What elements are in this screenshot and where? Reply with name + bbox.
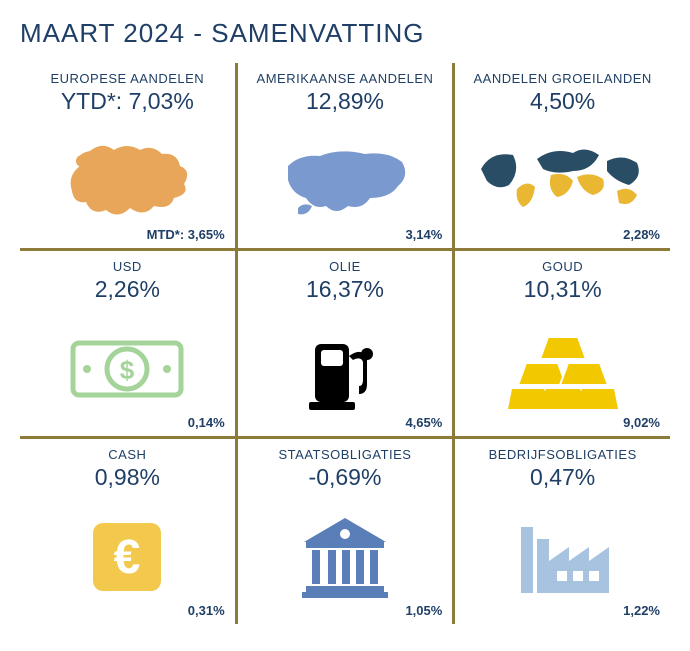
cell-main-number: 12,89% bbox=[306, 88, 384, 114]
summary-cell: OLIE 16,37% 4,65% bbox=[238, 251, 453, 436]
cell-footer-value: 0,14% bbox=[188, 415, 225, 430]
cell-footer-value: 9,02% bbox=[623, 415, 660, 430]
cell-main-number: 16,37% bbox=[306, 276, 384, 302]
euro-icon: € bbox=[28, 493, 227, 620]
cell-footer-number: 1,05% bbox=[405, 603, 442, 618]
cell-main-value: -0,69% bbox=[309, 464, 382, 491]
cell-label: CASH bbox=[108, 447, 146, 462]
cell-footer-number: 0,31% bbox=[188, 603, 225, 618]
cell-main-prefix: YTD*: bbox=[61, 88, 129, 114]
summary-cell: CASH 0,98% € 0,31% bbox=[20, 439, 235, 624]
usa-icon bbox=[246, 117, 445, 244]
dollar-icon: $ bbox=[28, 305, 227, 432]
world-icon bbox=[463, 117, 662, 244]
bank-icon bbox=[246, 493, 445, 620]
cell-main-number: -0,69% bbox=[309, 464, 382, 490]
cell-footer-number: 1,22% bbox=[623, 603, 660, 618]
summary-grid: EUROPESE AANDELEN YTD*: 7,03% MTD*: 3,65%… bbox=[20, 63, 670, 624]
cell-footer-value: 0,31% bbox=[188, 603, 225, 618]
cell-label: EUROPESE AANDELEN bbox=[50, 71, 204, 86]
cell-main-value: 16,37% bbox=[306, 276, 384, 303]
cell-label: AANDELEN GROEILANDEN bbox=[474, 71, 652, 86]
cell-main-value: 4,50% bbox=[530, 88, 595, 115]
cell-footer-number: 9,02% bbox=[623, 415, 660, 430]
summary-cell: GOUD 10,31% 9,02% bbox=[455, 251, 670, 436]
cell-main-value: YTD*: 7,03% bbox=[61, 88, 194, 115]
cell-footer-value: 3,14% bbox=[405, 227, 442, 242]
factory-icon bbox=[463, 493, 662, 620]
cell-footer-number: 3,14% bbox=[405, 227, 442, 242]
cell-footer-value: 1,22% bbox=[623, 603, 660, 618]
cell-label: USD bbox=[113, 259, 142, 274]
cell-footer-number: 2,28% bbox=[623, 227, 660, 242]
cell-main-value: 2,26% bbox=[95, 276, 160, 303]
cell-label: AMERIKAANSE AANDELEN bbox=[257, 71, 434, 86]
cell-label: BEDRIJFSOBLIGATIES bbox=[489, 447, 637, 462]
cell-main-value: 0,47% bbox=[530, 464, 595, 491]
cell-footer-number: 3,65% bbox=[188, 227, 225, 242]
cell-main-number: 2,26% bbox=[95, 276, 160, 302]
page-title: MAART 2024 - SAMENVATTING bbox=[20, 18, 670, 49]
cell-main-number: 0,47% bbox=[530, 464, 595, 490]
cell-main-number: 0,98% bbox=[95, 464, 160, 490]
cell-footer-value: 4,65% bbox=[405, 415, 442, 430]
summary-cell: EUROPESE AANDELEN YTD*: 7,03% MTD*: 3,65% bbox=[20, 63, 235, 248]
cell-main-number: 4,50% bbox=[530, 88, 595, 114]
summary-cell: AMERIKAANSE AANDELEN 12,89% 3,14% bbox=[238, 63, 453, 248]
summary-cell: AANDELEN GROEILANDEN 4,50% 2,28% bbox=[455, 63, 670, 248]
cell-footer-value: 1,05% bbox=[405, 603, 442, 618]
summary-cell: STAATSOBLIGATIES -0,69% 1,05% bbox=[238, 439, 453, 624]
cell-footer-value: 2,28% bbox=[623, 227, 660, 242]
svg-text:€: € bbox=[114, 531, 141, 584]
cell-footer-prefix: MTD*: bbox=[147, 227, 188, 242]
cell-label: GOUD bbox=[542, 259, 583, 274]
cell-footer-number: 0,14% bbox=[188, 415, 225, 430]
cell-main-number: 10,31% bbox=[524, 276, 602, 302]
cell-main-value: 12,89% bbox=[306, 88, 384, 115]
cell-label: STAATSOBLIGATIES bbox=[279, 447, 412, 462]
cell-main-number: 7,03% bbox=[129, 88, 194, 114]
svg-text:$: $ bbox=[120, 355, 135, 385]
cell-footer-number: 4,65% bbox=[405, 415, 442, 430]
cell-footer-value: MTD*: 3,65% bbox=[147, 227, 225, 242]
cell-label: OLIE bbox=[329, 259, 361, 274]
europe-icon bbox=[28, 117, 227, 244]
cell-main-value: 10,31% bbox=[524, 276, 602, 303]
summary-cell: BEDRIJFSOBLIGATIES 0,47% 1,22% bbox=[455, 439, 670, 624]
cell-main-value: 0,98% bbox=[95, 464, 160, 491]
gold-icon bbox=[463, 305, 662, 432]
pump-icon bbox=[246, 305, 445, 432]
summary-cell: USD 2,26% $ 0,14% bbox=[20, 251, 235, 436]
